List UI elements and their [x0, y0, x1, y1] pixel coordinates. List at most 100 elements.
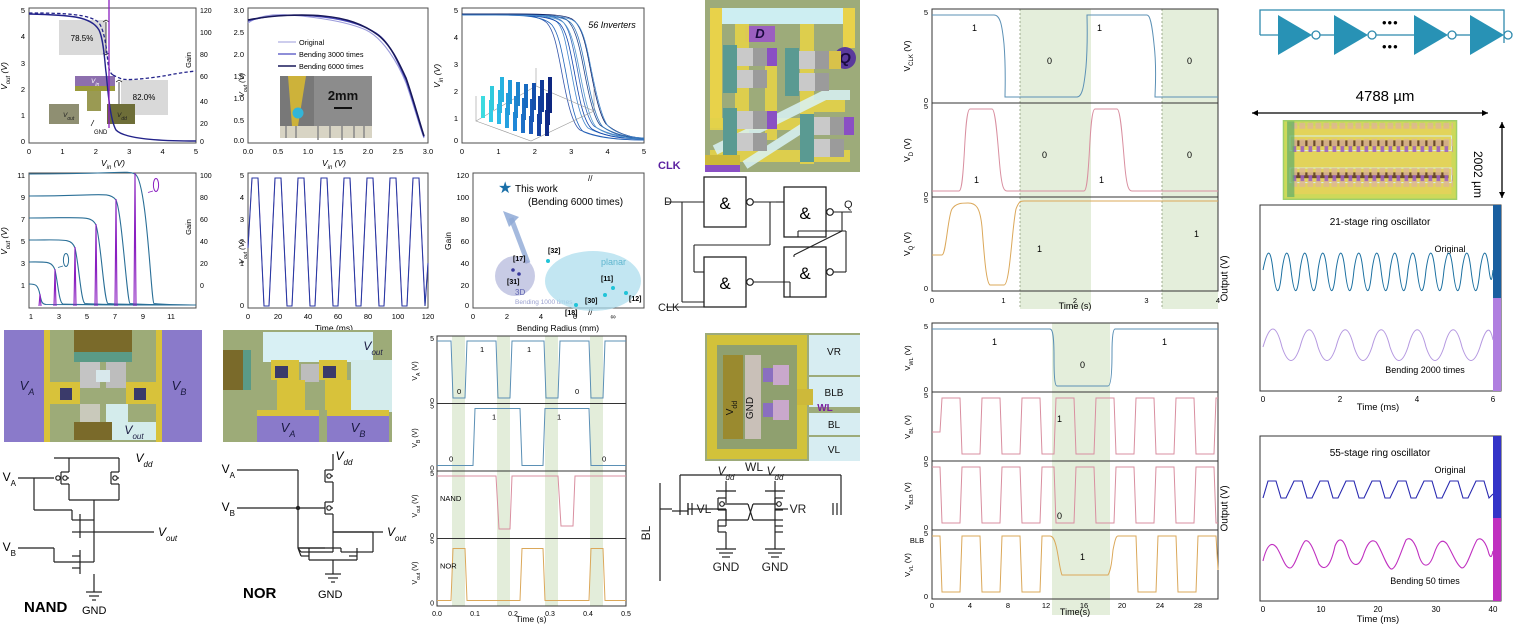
svg-text:0: 0	[1187, 150, 1192, 160]
svg-text:2.5: 2.5	[393, 147, 403, 156]
svg-text:5: 5	[924, 196, 928, 205]
svg-text:0: 0	[240, 301, 244, 310]
svg-text:1: 1	[60, 147, 64, 156]
svg-text:Original: Original	[1434, 465, 1465, 475]
svg-text:0.1: 0.1	[470, 611, 480, 618]
svg-text:[32]: [32]	[548, 248, 560, 255]
svg-text:planar: planar	[601, 257, 626, 267]
svg-text:40: 40	[1489, 605, 1498, 614]
svg-text:[17]: [17]	[513, 256, 525, 263]
svg-text:3.0: 3.0	[423, 147, 433, 156]
svg-text:60: 60	[461, 237, 469, 246]
svg-text:•••: •••	[1382, 39, 1399, 54]
svg-text:Time (ms): Time (ms)	[1357, 402, 1399, 413]
svg-text:VB: VB	[222, 500, 235, 518]
svg-text:1: 1	[492, 413, 496, 422]
svg-text:9: 9	[141, 312, 145, 321]
svg-text:Bending 2000 times: Bending 2000 times	[1385, 365, 1465, 375]
svg-text:Vout: Vout	[158, 525, 178, 543]
svg-text:[30]: [30]	[585, 298, 597, 305]
svg-text:2: 2	[533, 147, 537, 156]
svg-text:80: 80	[200, 52, 208, 59]
svg-text:Bending 3000 times: Bending 3000 times	[299, 50, 364, 59]
svg-text:5: 5	[924, 322, 928, 331]
svg-text:&: &	[799, 204, 811, 223]
svg-text:8: 8	[1006, 601, 1010, 610]
svg-text:60: 60	[200, 217, 208, 224]
svg-text:0: 0	[465, 301, 469, 310]
svg-text:1: 1	[480, 345, 484, 354]
svg-text:1: 1	[21, 111, 25, 120]
svg-text:1: 1	[1162, 337, 1167, 347]
svg-text:5: 5	[642, 147, 646, 156]
svg-text:3: 3	[454, 60, 458, 69]
svg-text:VR: VR	[827, 347, 841, 358]
svg-text:1: 1	[992, 337, 997, 347]
svg-text:0: 0	[1042, 150, 1047, 160]
svg-text:55-stage ring oscillator: 55-stage ring oscillator	[1330, 448, 1431, 459]
svg-text:4: 4	[240, 193, 244, 202]
svg-text:0: 0	[454, 136, 458, 145]
svg-text:&: &	[719, 274, 731, 293]
svg-text:78.5%: 78.5%	[71, 34, 94, 43]
svg-text:1.0: 1.0	[303, 147, 313, 156]
svg-text:VWL (V): VWL (V)	[903, 345, 915, 371]
svg-text:21-stage ring oscillator: 21-stage ring oscillator	[1330, 217, 1431, 228]
svg-text:4: 4	[968, 601, 972, 610]
svg-text:12: 12	[1042, 601, 1050, 610]
svg-text:56 Inverters: 56 Inverters	[588, 20, 636, 30]
svg-text:2: 2	[21, 85, 25, 94]
svg-text:NAND: NAND	[440, 494, 462, 503]
svg-text:VL: VL	[697, 502, 712, 516]
svg-text:0: 0	[430, 601, 434, 608]
svg-text:[11]: [11]	[601, 276, 613, 283]
svg-text:0.5: 0.5	[621, 611, 631, 618]
svg-text:5: 5	[430, 471, 434, 478]
svg-text:[31]: [31]	[507, 279, 519, 286]
svg-text:3D: 3D	[515, 288, 525, 297]
svg-text:[12]: [12]	[629, 296, 641, 303]
svg-text:GND: GND	[318, 589, 343, 601]
svg-text:[18]: [18]	[565, 310, 577, 317]
svg-text:7: 7	[21, 215, 25, 224]
svg-text:100: 100	[456, 193, 469, 202]
svg-text:0: 0	[930, 601, 934, 610]
svg-text:1: 1	[21, 281, 25, 290]
svg-text:0: 0	[200, 283, 204, 290]
svg-text:40: 40	[200, 99, 208, 106]
svg-text:Vin (V): Vin (V)	[101, 158, 125, 171]
svg-text:1.5: 1.5	[333, 147, 343, 156]
svg-text:80: 80	[461, 215, 469, 224]
svg-text:3: 3	[569, 147, 573, 156]
svg-text:VD (V): VD (V)	[902, 138, 915, 162]
svg-text:Time (s): Time (s)	[1059, 301, 1092, 311]
svg-text:5: 5	[924, 460, 928, 469]
svg-text:1: 1	[972, 23, 977, 33]
svg-text:5: 5	[924, 529, 928, 538]
svg-text:(Bending 6000 times): (Bending 6000 times)	[528, 197, 623, 208]
svg-text:1: 1	[527, 345, 531, 354]
svg-text:VB (V): VB (V)	[412, 428, 422, 447]
svg-text:∞: ∞	[610, 312, 615, 321]
svg-text:2.0: 2.0	[234, 50, 244, 59]
svg-text:0: 0	[460, 147, 464, 156]
svg-text:Vin (V): Vin (V)	[432, 64, 445, 88]
svg-text:0: 0	[1261, 605, 1266, 614]
svg-text:Vout: Vout	[387, 525, 407, 543]
svg-text:5: 5	[924, 8, 928, 17]
svg-text:2.0: 2.0	[363, 147, 373, 156]
svg-text:NOR: NOR	[440, 562, 457, 571]
svg-text:Gain: Gain	[184, 52, 193, 68]
svg-text:0: 0	[1047, 56, 1052, 66]
svg-text:0: 0	[449, 455, 453, 464]
svg-text:Vin (V): Vin (V)	[322, 158, 346, 171]
svg-text:1: 1	[974, 175, 979, 185]
svg-text:3: 3	[240, 215, 244, 224]
svg-text:3: 3	[127, 147, 131, 156]
svg-text:20: 20	[1374, 605, 1383, 614]
svg-text:20: 20	[200, 121, 208, 128]
svg-text:0: 0	[200, 139, 204, 146]
svg-text:10: 10	[1317, 605, 1326, 614]
svg-text:20: 20	[200, 261, 208, 268]
svg-text:0: 0	[602, 455, 606, 464]
